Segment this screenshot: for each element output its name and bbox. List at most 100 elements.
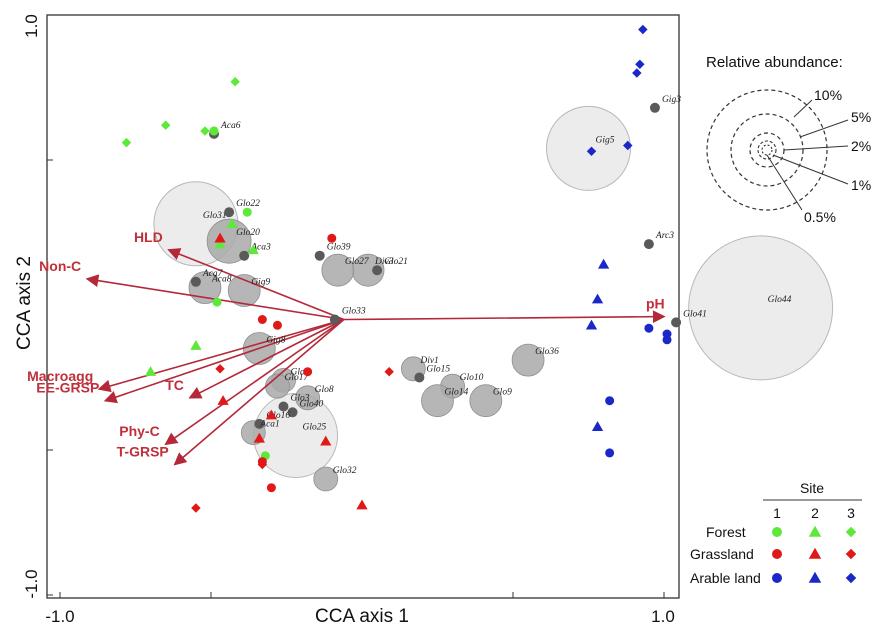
species-point-gig3 xyxy=(649,102,660,113)
legend-label-2: 2% xyxy=(851,138,871,154)
sample-grassland-3-29 xyxy=(191,503,201,513)
species-point-arc3 xyxy=(643,239,654,250)
species-label-glo25: Glo25 xyxy=(303,423,327,433)
sample-forest-1-1 xyxy=(209,126,219,136)
vector-label-hld: HLD xyxy=(134,229,163,245)
sample-arable-3-42 xyxy=(623,140,633,151)
vector-tc xyxy=(188,318,345,399)
sample-grassland-1-14 xyxy=(327,233,337,243)
legend-circle-10 xyxy=(706,89,828,211)
sample-arable-1-32 xyxy=(644,323,654,333)
site-col-1: 1 xyxy=(773,505,781,521)
vector-label-phy-c: Phy-C xyxy=(119,423,159,439)
species-point-glo16 xyxy=(254,418,265,429)
bubble-glo14 xyxy=(421,384,454,418)
sample-grassland-2-24 xyxy=(320,435,332,446)
legend-symbol-grassland-1 xyxy=(772,549,782,559)
species-label-glo40: Glo40 xyxy=(300,399,324,409)
species-points: Aca6 Gig3 Gig5 Glo31 Glo22 Glo20 Aca3 Glo39 Glo2… xyxy=(190,95,792,476)
vector-label-macroagg: Macroagg xyxy=(27,368,93,384)
sample-grassland-1-18 xyxy=(266,483,276,493)
species-label-glo17: Glo17 xyxy=(284,373,309,383)
sample-grassland-1-17 xyxy=(303,367,313,377)
vector-label-t-grsp: T-GRSP xyxy=(117,444,169,460)
species-label-aca3: Aca3 xyxy=(250,243,271,253)
abundance-legend: Relative abundance: 10% 5% 2% 1% 0.5% xyxy=(706,54,871,225)
sample-forest-3-11 xyxy=(160,120,171,130)
leader-05 xyxy=(766,154,803,211)
species-label-glo3: Glo3 xyxy=(290,394,309,404)
sample-forest-1-2 xyxy=(242,207,252,217)
site-row-arable: Arable land xyxy=(690,570,761,586)
legend-label-5: 5% xyxy=(851,109,871,125)
legend-circle-05 xyxy=(761,144,773,156)
leader-1 xyxy=(772,154,849,185)
species-point-glo15 xyxy=(414,372,425,383)
sample-forest-2-7 xyxy=(214,238,226,249)
sample-grassland-3-28 xyxy=(257,459,268,470)
species-point-glo33 xyxy=(329,314,340,325)
leader-10 xyxy=(793,99,813,118)
vector-macroagg xyxy=(97,318,345,393)
sample-forest-1-4 xyxy=(212,297,222,307)
sample-arable-2-35 xyxy=(597,258,610,269)
species-label-gig9: Gig9 xyxy=(251,278,270,288)
species-label-glo21: Glo21 xyxy=(384,257,408,267)
sample-forest-2-6 xyxy=(247,244,259,255)
species-label-glo27: Glo27 xyxy=(345,257,370,267)
species-point-glo40 xyxy=(287,407,298,418)
vector-phy-c xyxy=(164,318,345,446)
sample-arable-3-40 xyxy=(635,59,645,70)
bubble-glo8 xyxy=(295,385,321,411)
vector-label-non-c: Non-C xyxy=(39,258,81,274)
species-label-glo36: Glo36 xyxy=(535,347,559,357)
species-point-glo22 xyxy=(224,207,235,218)
axis-ticks xyxy=(47,14,665,598)
x-tick-label-left: -1.0 xyxy=(45,607,74,626)
species-point-aca7 xyxy=(190,276,201,287)
legend-symbol-arable-2 xyxy=(808,571,822,583)
species-point-glo41 xyxy=(671,317,682,328)
species-label-gig3: Gig3 xyxy=(662,95,681,105)
sample-grassland-1-16 xyxy=(272,320,282,330)
sample-grassland-1-15 xyxy=(257,315,267,324)
species-point-aca3 xyxy=(239,250,250,261)
y-axis-title: CCA axis 2 xyxy=(14,256,35,350)
species-point-glo39 xyxy=(314,250,325,261)
sample-arable-3-39 xyxy=(638,24,648,35)
legend-symbol-arable-3 xyxy=(845,572,857,584)
sample-grassland-2-23 xyxy=(253,432,265,443)
abundance-bubbles xyxy=(153,105,834,492)
species-label-glo9: Glo9 xyxy=(493,388,512,398)
legend-label-05: 0.5% xyxy=(804,209,836,225)
sample-forest-2-8 xyxy=(190,339,202,350)
sample-forest-3-10 xyxy=(230,76,240,87)
legend-symbol-forest-3 xyxy=(845,526,857,538)
species-label-aca7: Aca7 xyxy=(202,269,224,279)
vector-label-ee-grsp: EE-GRSP xyxy=(36,380,99,396)
bubble-glo44 xyxy=(688,235,834,381)
legend-circle-2 xyxy=(749,132,785,168)
species-label-glo22: Glo22 xyxy=(236,199,260,209)
site-col-3: 3 xyxy=(847,505,855,521)
species-label-glo20: Glo20 xyxy=(236,228,260,238)
site-legend-symbols xyxy=(772,525,857,584)
species-label-aca8: Aca8 xyxy=(211,275,232,285)
species-label-glo15: Glo15 xyxy=(426,365,450,375)
sample-forest-2-5 xyxy=(226,218,238,229)
abundance-legend-title: Relative abundance: xyxy=(706,54,843,71)
x-tick-label-right: 1.0 xyxy=(651,607,675,626)
species-point-glo21 xyxy=(372,265,383,276)
legend-symbol-forest-2 xyxy=(808,525,822,537)
sample-arable-1-31 xyxy=(662,335,672,345)
bubble-gig5 xyxy=(546,105,631,191)
vector-ee-grsp xyxy=(103,318,345,404)
sample-grassland-2-25 xyxy=(356,499,368,510)
legend-symbol-arable-1 xyxy=(772,573,782,583)
species-label-glo8: Glo8 xyxy=(315,385,334,395)
species-label-arc3: Arc3 xyxy=(655,231,674,241)
sample-forest-3-13 xyxy=(121,137,132,148)
leader-2 xyxy=(783,145,849,151)
y-tick-label-top: 1.0 xyxy=(22,14,41,38)
